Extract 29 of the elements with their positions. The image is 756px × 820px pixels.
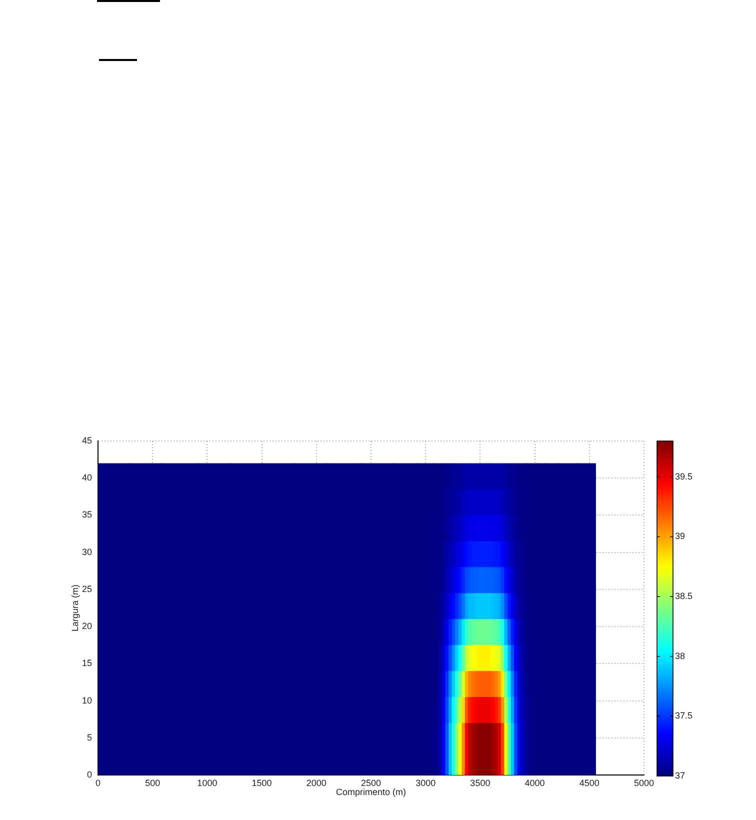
x-tick-label: 1000 <box>197 778 218 788</box>
y-tick-label: 0 <box>86 769 92 780</box>
y-tick-label: 25 <box>82 584 92 594</box>
x-tick-label: 3000 <box>416 778 436 788</box>
color-bar-label: 38.5 <box>675 591 693 602</box>
x-axis-title: Comprimento (m) <box>336 787 406 798</box>
color-bar-label: 39.5 <box>675 471 693 482</box>
color-bar-label: 38 <box>675 650 686 661</box>
y-tick-label: 35 <box>82 510 92 520</box>
y-axis-title: Largura (m) <box>70 584 80 632</box>
y-tick-label: 20 <box>82 621 92 632</box>
y-tick-label: 15 <box>82 658 92 668</box>
y-tick-label: 30 <box>82 546 92 557</box>
x-tick-label: 2500 <box>360 778 382 788</box>
color-bar-label: 37.5 <box>675 710 693 721</box>
x-tick-label: 5000 <box>634 778 654 788</box>
y-tick-label: 45 <box>82 435 92 446</box>
x-tick-label: 2000 <box>306 778 326 788</box>
y-tick-label: 40 <box>82 472 92 483</box>
color-bar-label: 39 <box>675 531 686 542</box>
y-tick-label: 5 <box>86 732 92 742</box>
y-tick-label: 10 <box>82 695 92 706</box>
x-tick-label: 0 <box>95 778 101 788</box>
x-tick-label: 3500 <box>470 778 490 788</box>
x-tick-label: 4000 <box>524 778 545 788</box>
x-tick-label: 1500 <box>252 778 272 788</box>
x-tick-label: 4500 <box>579 778 600 788</box>
x-tick-label: 500 <box>145 778 160 788</box>
color-bar-label: 37 <box>675 770 686 780</box>
